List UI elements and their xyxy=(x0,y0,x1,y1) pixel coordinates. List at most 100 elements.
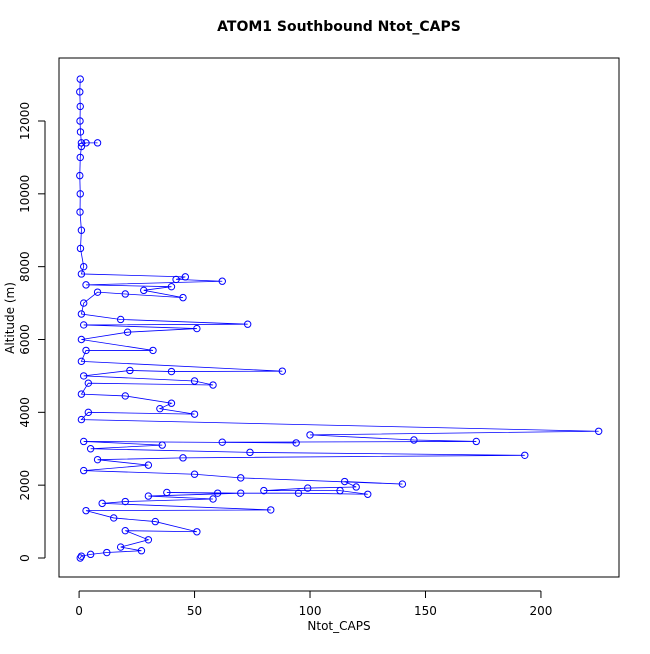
data-point xyxy=(76,171,84,180)
data-point xyxy=(77,139,86,147)
data-point xyxy=(306,431,314,439)
data-point xyxy=(209,381,217,389)
x-axis-label: Ntot_CAPS xyxy=(307,619,370,633)
data-point xyxy=(158,441,166,449)
data-point xyxy=(80,321,88,329)
data-point xyxy=(167,399,176,407)
plot-frame xyxy=(58,57,620,578)
x-tick-label: 150 xyxy=(414,604,437,618)
data-point xyxy=(213,489,222,497)
data-point xyxy=(121,290,129,298)
data-point xyxy=(144,461,153,469)
data-point xyxy=(292,439,300,447)
data-point xyxy=(76,153,84,162)
data-point xyxy=(246,448,254,457)
y-tick-label: 8000 xyxy=(18,251,32,282)
data-point xyxy=(190,470,199,478)
y-tick-label: 12000 xyxy=(18,102,32,140)
data-point xyxy=(181,273,190,281)
y-tick-label: 0 xyxy=(18,554,32,562)
data-point xyxy=(80,262,88,271)
data-point xyxy=(86,445,95,453)
data-point xyxy=(76,75,84,83)
data-point xyxy=(77,270,86,278)
data-point xyxy=(336,486,344,495)
x-tick-label: 100 xyxy=(299,604,322,618)
data-point xyxy=(260,486,268,495)
data-point xyxy=(80,299,88,307)
data-point xyxy=(77,552,86,560)
data-point xyxy=(76,128,85,136)
data-point xyxy=(76,102,84,111)
chart-title: ATOM1 Southbound Ntot_CAPS xyxy=(217,19,461,35)
data-point xyxy=(103,548,111,557)
data-point xyxy=(172,275,180,284)
data-point xyxy=(521,451,529,459)
data-point xyxy=(167,282,176,291)
y-tick-label: 6000 xyxy=(18,324,32,355)
y-tick-label: 2000 xyxy=(18,470,32,501)
data-point xyxy=(93,139,102,147)
data-point xyxy=(77,142,86,151)
data-point xyxy=(140,286,148,295)
data-point xyxy=(77,390,86,398)
data-point xyxy=(179,454,187,462)
data-point xyxy=(84,379,93,387)
data-point xyxy=(80,437,88,446)
data-point xyxy=(84,408,93,417)
data-point xyxy=(304,484,312,492)
data-point xyxy=(398,480,407,488)
data-point xyxy=(93,288,102,296)
data-point xyxy=(77,226,86,234)
data-point xyxy=(121,497,129,506)
data-point xyxy=(149,346,157,355)
data-point xyxy=(76,554,84,562)
data-point xyxy=(167,367,176,376)
y-tick-label: 4000 xyxy=(18,397,32,428)
y-tick-label: 10000 xyxy=(18,175,32,213)
data-point xyxy=(151,517,159,526)
data-point xyxy=(76,208,84,216)
data-point xyxy=(116,315,125,324)
data-point xyxy=(193,324,201,333)
data-point xyxy=(190,410,199,418)
data-point xyxy=(193,528,201,536)
data-point xyxy=(364,490,372,498)
data-point xyxy=(126,366,134,375)
data-point xyxy=(82,506,90,515)
data-point xyxy=(123,328,132,336)
data-point xyxy=(76,190,84,198)
data-point xyxy=(110,514,118,522)
data-point xyxy=(76,88,84,96)
data-point xyxy=(76,117,84,125)
data-point xyxy=(144,536,153,544)
data-point xyxy=(82,139,90,147)
x-tick-label: 0 xyxy=(75,604,83,618)
y-axis-label: Altitude (m) xyxy=(3,282,17,354)
data-point xyxy=(121,526,129,535)
data-point xyxy=(80,372,88,380)
x-tick-label: 200 xyxy=(529,604,552,618)
data-point xyxy=(294,489,303,497)
data-point xyxy=(472,437,480,446)
data-point xyxy=(77,335,86,344)
data-point xyxy=(121,392,129,400)
data-point xyxy=(137,547,146,555)
data-point xyxy=(93,455,102,464)
data-point xyxy=(82,346,90,355)
data-point xyxy=(82,281,90,289)
data-point xyxy=(218,438,226,446)
data-point xyxy=(80,466,88,475)
data-point xyxy=(594,427,603,435)
data-point xyxy=(237,489,245,497)
data-point xyxy=(410,436,418,444)
data-point xyxy=(116,543,125,551)
data-point xyxy=(209,495,217,503)
data-point xyxy=(218,277,226,285)
data-point xyxy=(267,506,275,514)
data-point xyxy=(144,492,153,500)
data-point xyxy=(179,293,187,302)
data-point xyxy=(352,483,360,491)
data-point xyxy=(278,367,287,375)
